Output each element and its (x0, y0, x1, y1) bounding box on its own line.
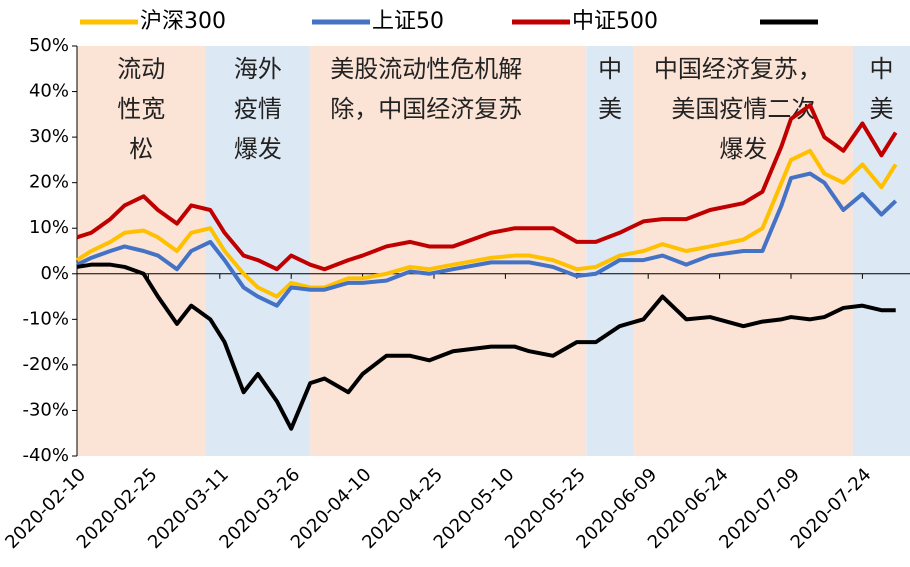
region-label: 除，中国经济复苏 (330, 95, 522, 123)
y-tick-label: -30% (22, 399, 69, 420)
y-tick-label: 10% (29, 217, 69, 238)
region-label: 美 (869, 95, 893, 123)
y-tick-label: 50% (29, 35, 69, 56)
series-line (76, 262, 896, 431)
region-label: 美 (598, 95, 622, 123)
region-label: 疫情 (234, 95, 282, 123)
region-label: 爆发 (234, 135, 282, 163)
region (310, 46, 587, 456)
legend-label: 中证500 (572, 9, 658, 34)
region-label: 中国经济复苏， (654, 55, 822, 83)
legend-label: 沪深300 (140, 9, 226, 34)
region-label: 中 (598, 55, 622, 83)
legend-label: 上证50 (372, 9, 444, 34)
series-line (76, 171, 898, 308)
region-label: 中 (869, 55, 893, 83)
y-tick-label: -10% (22, 308, 69, 329)
y-tick-label: 20% (29, 172, 69, 193)
y-tick-label: -20% (22, 354, 69, 375)
region-label: 性宽 (117, 95, 165, 123)
region-label: 松 (129, 135, 153, 163)
region (852, 46, 910, 456)
series-line (76, 103, 898, 272)
y-tick-label: 30% (29, 126, 69, 147)
region-label: 流动 (117, 55, 165, 83)
y-tick-label: 40% (29, 81, 69, 102)
series-line (75, 148, 898, 299)
region-label: 海外 (234, 55, 282, 83)
region-label: 爆发 (719, 135, 767, 163)
region (586, 46, 634, 456)
y-tick-label: -40% (22, 445, 69, 466)
y-tick-label: 0% (40, 263, 69, 284)
region-label: 美股流动性危机解 (330, 55, 522, 83)
